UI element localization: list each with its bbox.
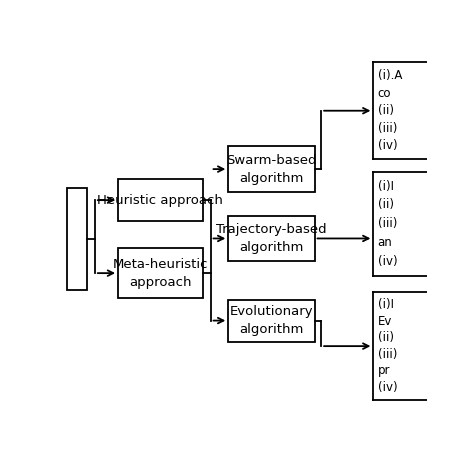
Text: (iii): (iii) <box>378 348 397 361</box>
Text: Evolutionary
algorithm: Evolutionary algorithm <box>229 305 313 336</box>
Text: Swarm-based
algorithm: Swarm-based algorithm <box>226 154 317 184</box>
Text: (i)I: (i)I <box>378 180 394 192</box>
Bar <box>228 300 315 342</box>
Bar <box>66 188 87 291</box>
Text: pr: pr <box>378 365 390 377</box>
Text: Trajectory-based
algorithm: Trajectory-based algorithm <box>216 223 327 254</box>
Text: co: co <box>378 87 391 100</box>
Bar <box>118 248 202 298</box>
Bar <box>228 216 315 261</box>
Text: (iv): (iv) <box>378 139 397 152</box>
Text: an: an <box>378 236 392 249</box>
Bar <box>228 146 315 192</box>
Text: (iv): (iv) <box>378 255 397 268</box>
Text: Ev: Ev <box>378 315 392 328</box>
Text: Heuristic approach: Heuristic approach <box>97 194 223 207</box>
Text: (iv): (iv) <box>378 381 397 394</box>
Text: (i)I: (i)I <box>378 298 394 311</box>
Text: (ii): (ii) <box>378 331 394 344</box>
Text: (ii): (ii) <box>378 104 394 117</box>
Text: (iii): (iii) <box>378 218 397 230</box>
Text: (i).A: (i).A <box>378 69 402 82</box>
Text: Meta-heuristic
approach: Meta-heuristic approach <box>112 258 208 289</box>
Text: (iii): (iii) <box>378 122 397 135</box>
Text: (ii): (ii) <box>378 199 394 211</box>
Bar <box>118 179 202 221</box>
